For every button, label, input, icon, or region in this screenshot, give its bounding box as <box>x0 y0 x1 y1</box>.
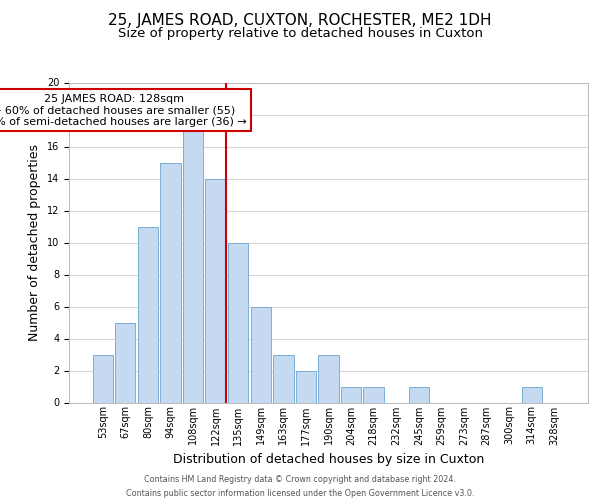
Bar <box>521 386 542 402</box>
Text: 25, JAMES ROAD, CUXTON, ROCHESTER, ME2 1DH: 25, JAMES ROAD, CUXTON, ROCHESTER, ME2 1… <box>108 12 492 28</box>
Bar <box>228 242 248 402</box>
Bar <box>319 354 338 403</box>
Text: Contains HM Land Registry data © Crown copyright and database right 2024.
Contai: Contains HM Land Registry data © Crown c… <box>126 476 474 498</box>
Bar <box>205 178 226 402</box>
Bar <box>115 322 136 402</box>
Text: 25 JAMES ROAD: 128sqm
← 60% of detached houses are smaller (55)
39% of semi-deta: 25 JAMES ROAD: 128sqm ← 60% of detached … <box>0 94 247 127</box>
Bar <box>273 354 293 403</box>
Y-axis label: Number of detached properties: Number of detached properties <box>28 144 41 341</box>
Bar <box>296 370 316 402</box>
Bar <box>92 354 113 403</box>
Bar <box>251 306 271 402</box>
Bar <box>409 386 429 402</box>
Bar <box>160 162 181 402</box>
X-axis label: Distribution of detached houses by size in Cuxton: Distribution of detached houses by size … <box>173 453 484 466</box>
Text: Size of property relative to detached houses in Cuxton: Size of property relative to detached ho… <box>118 28 482 40</box>
Bar <box>341 386 361 402</box>
Bar <box>138 226 158 402</box>
Bar <box>183 130 203 402</box>
Bar <box>364 386 384 402</box>
